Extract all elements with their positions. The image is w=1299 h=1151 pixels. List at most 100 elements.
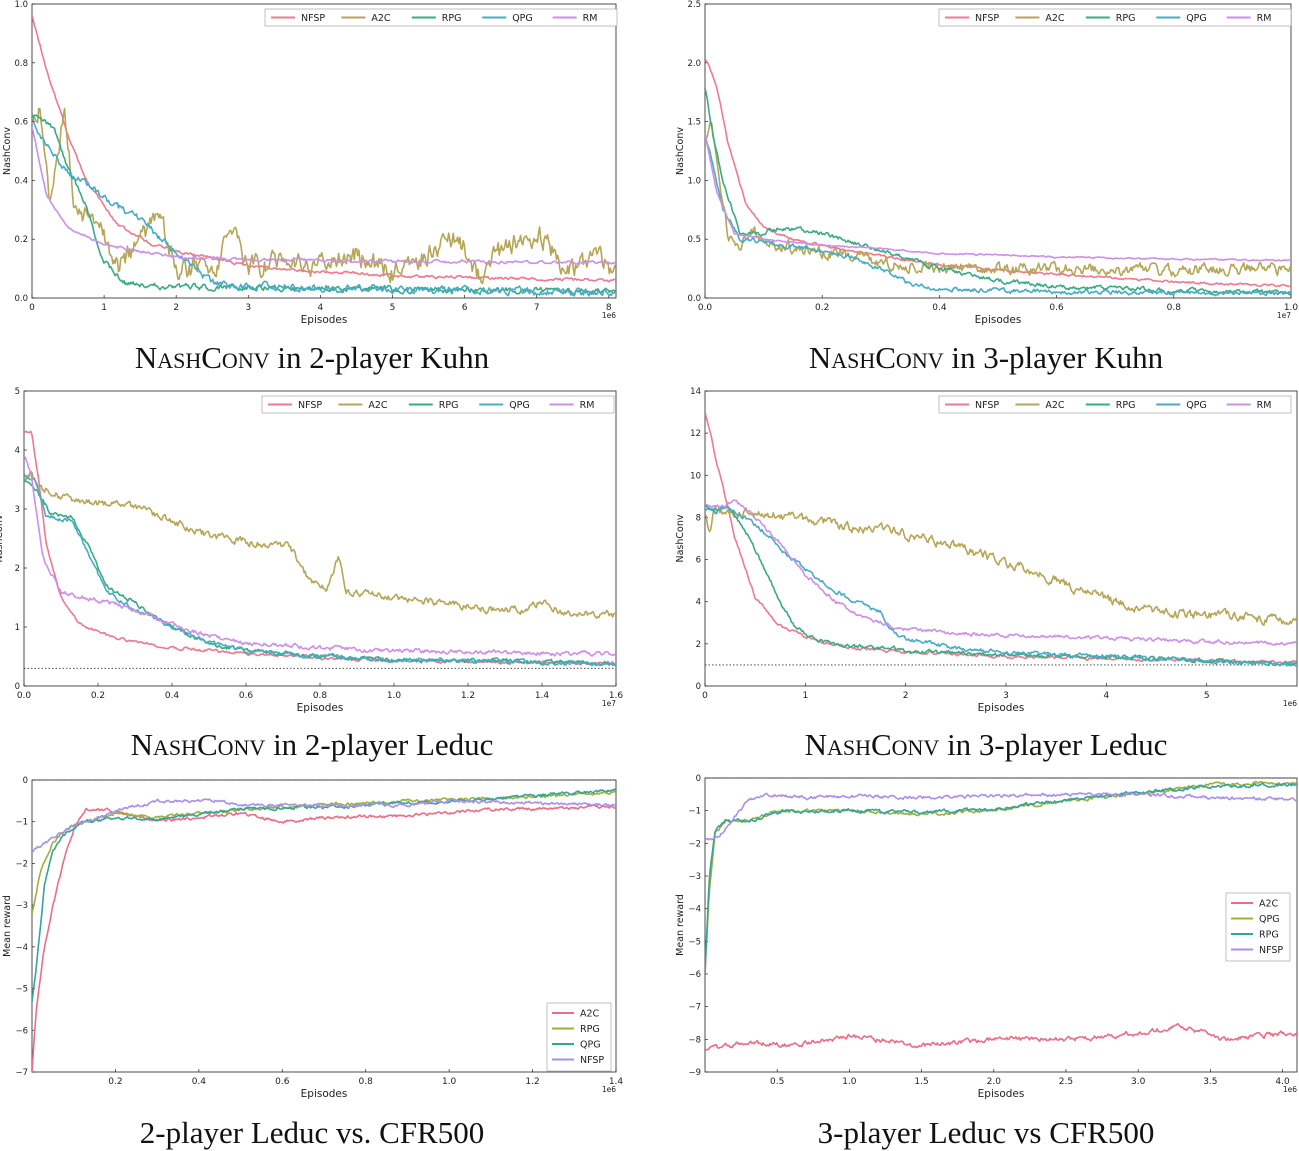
x-offset-label: 1e6 bbox=[602, 1085, 616, 1094]
panel-6-caption: 3-player Leduc vs CFR500 bbox=[817, 1115, 1155, 1150]
legend-label-rm: RM bbox=[580, 400, 595, 411]
y-tick-label: 0 bbox=[696, 682, 701, 692]
series-group bbox=[32, 15, 616, 297]
legend: A2C RPG QPG NFSP bbox=[546, 1002, 612, 1072]
plot-frame bbox=[704, 3, 1292, 299]
series-line-a2c bbox=[32, 804, 616, 1072]
series-line-nfsp bbox=[24, 430, 616, 666]
chart-panel-2: 0.0 0.2 0.4 0.6 0.8 1.0 0.0 0.5 1.0 1.5 2.0 2.5 Epis… bbox=[675, 0, 1298, 326]
y-axis-label: NashConv bbox=[675, 127, 686, 175]
legend-box bbox=[938, 8, 1292, 27]
y-tick-label: −5 bbox=[688, 937, 701, 947]
x-tick-label: 6 bbox=[462, 303, 468, 313]
y-tick-label: 2 bbox=[15, 564, 20, 574]
legend-label-rpg: RPG bbox=[1116, 400, 1136, 411]
x-tick-label: 0.4 bbox=[932, 303, 947, 313]
y-tick-label: −7 bbox=[15, 1068, 28, 1078]
legend-label-nfsp: NFSP bbox=[298, 400, 322, 411]
y-tick-label: 0.2 bbox=[14, 235, 28, 245]
legend-label-nfsp: NFSP bbox=[301, 13, 325, 24]
x-tick-label: 7 bbox=[534, 303, 540, 313]
y-tick-label: 0 bbox=[15, 682, 20, 692]
x-tick-label: 0.2 bbox=[815, 303, 829, 313]
chart-panel-4: 0 1 2 3 4 502468101214EpisodesNashConv1e6NFSP… bbox=[675, 387, 1298, 714]
x-tick-label: 0.5 bbox=[770, 1077, 784, 1087]
legend: NFSP A2C RPG QPG RM bbox=[261, 395, 615, 414]
y-tick-label: 8 bbox=[696, 513, 701, 523]
y-tick-label: −4 bbox=[688, 905, 701, 915]
legend: NFSP A2C RPG QPG RM bbox=[264, 8, 618, 27]
y-tick-label: 14 bbox=[690, 387, 701, 397]
x-tick-label: 3 bbox=[1003, 691, 1009, 701]
y-tick-label: −6 bbox=[688, 970, 701, 980]
x-axis-label: Episodes bbox=[975, 314, 1022, 326]
legend-label-qpg: QPG bbox=[1259, 914, 1280, 925]
y-tick-label: −3 bbox=[15, 901, 28, 911]
panel-5-caption: 2-player Leduc vs. CFR500 bbox=[139, 1115, 485, 1150]
x-tick-label: 2.5 bbox=[1059, 1077, 1073, 1087]
series-line-qpg bbox=[24, 473, 616, 667]
x-tick-label: 1.0 bbox=[442, 1077, 457, 1087]
x-tick-label: 5 bbox=[390, 303, 396, 313]
panel-1-caption: NashConv in 2-player Kuhn bbox=[134, 340, 490, 375]
legend: NFSP A2C RPG QPG RM bbox=[938, 395, 1292, 414]
x-tick-label: 1 bbox=[101, 303, 107, 313]
legend-label-a2c: A2C bbox=[368, 400, 388, 411]
y-tick-label: 12 bbox=[690, 429, 701, 439]
x-tick-label: 1.4 bbox=[535, 691, 550, 701]
x-tick-label: 0.0 bbox=[17, 691, 32, 701]
chart-panel-5: 0.2 0.4 0.6 0.8 1.0 1.2 1.4 −7 −6 −5 −4 −3 −2 −1 0 Epis… bbox=[2, 776, 623, 1100]
x-tick-label: 1.2 bbox=[461, 691, 475, 701]
series-group bbox=[32, 788, 616, 1072]
y-tick-label: 1 bbox=[15, 623, 20, 633]
plot-frame bbox=[31, 3, 617, 299]
x-tick-label: 1.5 bbox=[914, 1077, 928, 1087]
y-tick-label: 2 bbox=[696, 640, 701, 650]
chart-panel-1: 0 1 2 3 4 5 6 7 8 0.0 0.2 0.4 0.6 0.8 1.0 Episodes NashC… bbox=[2, 0, 618, 326]
legend-label-nfsp: NFSP bbox=[1259, 945, 1283, 956]
x-tick-label: 4.0 bbox=[1275, 1077, 1290, 1087]
y-tick-label: 10 bbox=[690, 471, 701, 481]
x-offset-label: 1e6 bbox=[1283, 1085, 1297, 1094]
x-tick-label: 4 bbox=[318, 303, 324, 313]
series-line-rpg bbox=[705, 504, 1297, 667]
x-tick-label: 2 bbox=[903, 691, 909, 701]
series-line-a2c bbox=[705, 120, 1291, 278]
legend-label-a2c: A2C bbox=[371, 13, 391, 24]
y-tick-label: −2 bbox=[688, 839, 701, 849]
series-line-rm bbox=[705, 133, 1291, 262]
series-line-qpg bbox=[705, 134, 1291, 297]
legend-label-rm: RM bbox=[583, 13, 598, 24]
y-tick-label: −1 bbox=[15, 818, 28, 828]
y-tick-label: 0.0 bbox=[14, 294, 28, 304]
legend-label-nfsp: NFSP bbox=[580, 1055, 604, 1066]
x-tick-label: 3.0 bbox=[1131, 1077, 1146, 1087]
x-tick-label: 8 bbox=[606, 303, 612, 313]
y-tick-label: 3 bbox=[15, 505, 20, 515]
y-tick-label: 4 bbox=[15, 446, 20, 456]
series-group bbox=[24, 430, 616, 667]
y-tick-label: 0.8 bbox=[14, 59, 28, 69]
x-tick-label: 2 bbox=[173, 303, 179, 313]
y-tick-label: −8 bbox=[688, 1035, 701, 1045]
series-line-nfsp bbox=[32, 15, 616, 283]
series-line-qpg bbox=[705, 506, 1297, 667]
x-axis-label: Episodes bbox=[978, 702, 1025, 714]
x-tick-label: 1.0 bbox=[387, 691, 402, 701]
y-axis-label: Mean reward bbox=[2, 895, 13, 957]
x-axis-label: Episodes bbox=[297, 702, 344, 714]
y-axis-label: NashConv bbox=[675, 514, 686, 562]
legend-label-rpg: RPG bbox=[1259, 930, 1279, 941]
legend-label-rpg: RPG bbox=[580, 1024, 600, 1035]
x-tick-label: 0.0 bbox=[698, 303, 713, 313]
legend-label-rpg: RPG bbox=[439, 400, 459, 411]
panel-4-caption: NashConv in 3-player Leduc bbox=[804, 727, 1168, 762]
legend-label-a2c: A2C bbox=[1259, 899, 1279, 910]
series-line-rm bbox=[24, 455, 616, 657]
series-line-a2c bbox=[705, 504, 1297, 626]
y-tick-label: −9 bbox=[688, 1068, 701, 1078]
y-tick-label: 0.5 bbox=[687, 235, 701, 245]
chart-panel-3: 0.0 0.2 0.4 0.6 0.8 1.0 1.2 1.4 1.6 0 1 2 3 4 5 Episode… bbox=[0, 387, 623, 714]
y-tick-label: 0 bbox=[696, 774, 701, 784]
y-tick-label: 6 bbox=[696, 556, 701, 566]
